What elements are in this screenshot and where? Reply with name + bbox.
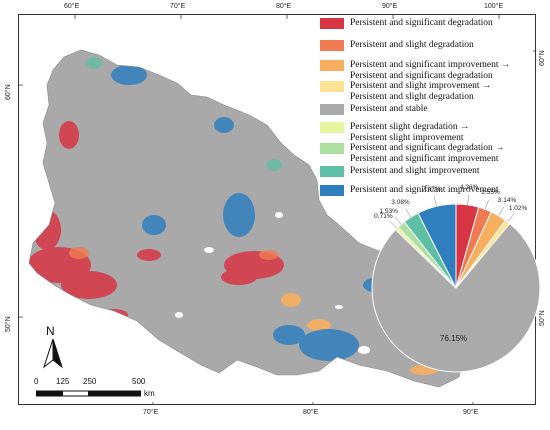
legend-label: Persistent slight degradation → Persiste… [350,122,470,143]
pie-slice-label: 2.55% [481,189,500,197]
lat-label-right-50: 50°N [539,310,546,326]
north-arrow-label: N [46,324,55,338]
water-bodies [175,212,370,354]
lon-label-top-70: 70°E [170,3,186,10]
lon-label-top-100: 100°E [484,3,504,10]
pie-slice-label: 3.14% [497,197,517,205]
lon-label-bottom-90: 90°E [463,409,479,416]
improvement-to-degradation-patches [281,293,438,375]
lon-label-top-60: 60°E [64,3,80,10]
legend-label: Persistent and slight degradation [350,40,474,50]
slight-degradation-patches [69,247,279,260]
scale-tick-500: 500 [132,377,146,386]
legend-swatch [320,166,344,177]
legend-swatch [320,143,344,154]
region-outline [28,49,465,388]
legend-swatch [320,81,344,92]
legend-label: Persistent and significant improvement →… [350,60,511,81]
lon-label-top-90: 90°E [382,3,398,10]
legend-swatch [320,40,344,51]
legend-label: Persistent and significant degradation →… [350,143,505,164]
lat-label-left-60: 60°N [5,84,12,100]
scale-tick-125: 125 [56,377,70,386]
pie-slice-label: 1.53% [379,207,398,215]
map-canvas [19,15,535,404]
pie-slice-label: 0.71% [374,212,393,220]
legend-label: Persistent and stable [350,104,428,114]
legend-swatch [320,18,344,29]
lat-label-right-60: 60°N [539,50,546,66]
lon-label-bottom-80: 80°E [303,409,319,416]
lon-label-bottom-70: 70°E [143,409,159,416]
lon-label-top-80: 80°E [276,3,292,10]
legend-label: Persistent and slight improvement [350,166,480,176]
north-arrow-icon [43,338,63,369]
legend-swatch [320,104,344,115]
legend-swatch [320,122,344,133]
pie-slice-label: 4.36% [459,183,479,191]
pie-slice-label: 1.02% [508,204,528,212]
scale-tick-250: 250 [83,377,97,386]
legend-label: Persistent and slight improvement → Pers… [350,81,492,102]
scale-bar [36,390,141,397]
scale-unit: km [144,389,155,398]
pie-slice-label: 7.47% [422,185,441,193]
pie-slice-label: 3.08% [391,198,410,206]
lat-label-left-50: 50°N [5,316,12,332]
improvement-patches [111,65,395,361]
scale-tick-0: 0 [34,377,39,386]
pie-slice-label: 76.15% [440,334,468,344]
legend-swatch [320,60,344,71]
legend-label: Persistent and significant improvement [350,185,499,195]
legend-swatch [320,185,344,196]
legend-label: Persistent and significant degradation [350,18,493,28]
slight-improvement-patches [86,57,282,171]
